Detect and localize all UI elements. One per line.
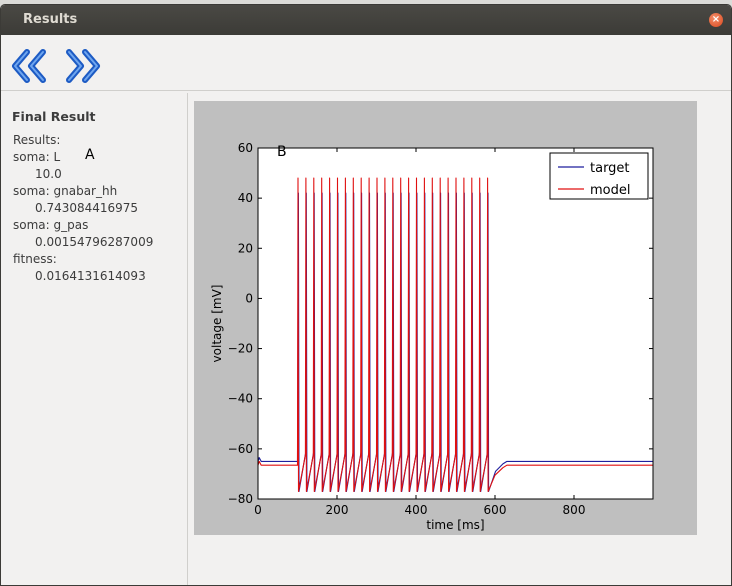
panel-marker-a: A <box>85 147 95 163</box>
param-name: fitness: <box>13 252 57 266</box>
param-value: 0.0164131614093 <box>35 269 146 283</box>
param-value: 10.0 <box>35 167 62 181</box>
x-axis-label: time [ms] <box>426 518 484 532</box>
results-label: Results: <box>13 133 61 147</box>
close-icon[interactable]: × <box>709 13 723 27</box>
results-sidebar: Final Result Results: soma: L A 10.0 som… <box>1 93 188 585</box>
double-chevron-right-icon <box>66 49 100 83</box>
y-tick-label: 0 <box>245 291 253 305</box>
results-window: Results × Final Result Results: soma: L … <box>0 4 732 586</box>
y-tick-label: 40 <box>238 191 253 205</box>
y-tick-label: −40 <box>228 392 253 406</box>
x-tick-label: 0 <box>254 503 262 517</box>
y-tick-label: −60 <box>228 442 253 456</box>
back-button[interactable] <box>11 49 47 83</box>
plot-frame <box>257 147 654 500</box>
double-chevron-left-icon <box>12 49 46 83</box>
x-tick-label: 800 <box>563 503 586 517</box>
y-axis-label: voltage [mV] <box>210 285 224 363</box>
toolbar <box>1 35 731 91</box>
param-name: soma: gnabar_hh <box>13 184 118 198</box>
legend-box <box>549 152 649 200</box>
y-tick-label: 20 <box>238 241 253 255</box>
param-name: soma: L <box>13 150 61 164</box>
x-tick-label: 400 <box>405 503 428 517</box>
x-tick-label: 600 <box>484 503 507 517</box>
plot-panel: 0 200 400 600 800 60 40 20 0 −20 −40 −60 −80 time [ms… <box>194 101 697 535</box>
param-value: 0.00154796287009 <box>35 235 154 249</box>
legend-label-model: model <box>590 183 630 198</box>
final-result-heading: Final Result <box>12 109 96 124</box>
legend-label-target: target <box>590 161 630 176</box>
x-tick-label: 200 <box>326 503 349 517</box>
forward-button[interactable] <box>65 49 101 83</box>
param-value: 0.743084416975 <box>35 201 139 215</box>
window-title: Results <box>23 12 78 27</box>
series-line-model <box>257 177 653 493</box>
y-tick-label: 60 <box>238 141 253 155</box>
param-name: soma: g_pas <box>13 218 89 232</box>
title-bar[interactable]: Results × <box>1 5 731 35</box>
panel-marker-b: B <box>277 144 287 160</box>
y-tick-label: −20 <box>228 342 253 356</box>
y-tick-label: −80 <box>228 492 253 506</box>
